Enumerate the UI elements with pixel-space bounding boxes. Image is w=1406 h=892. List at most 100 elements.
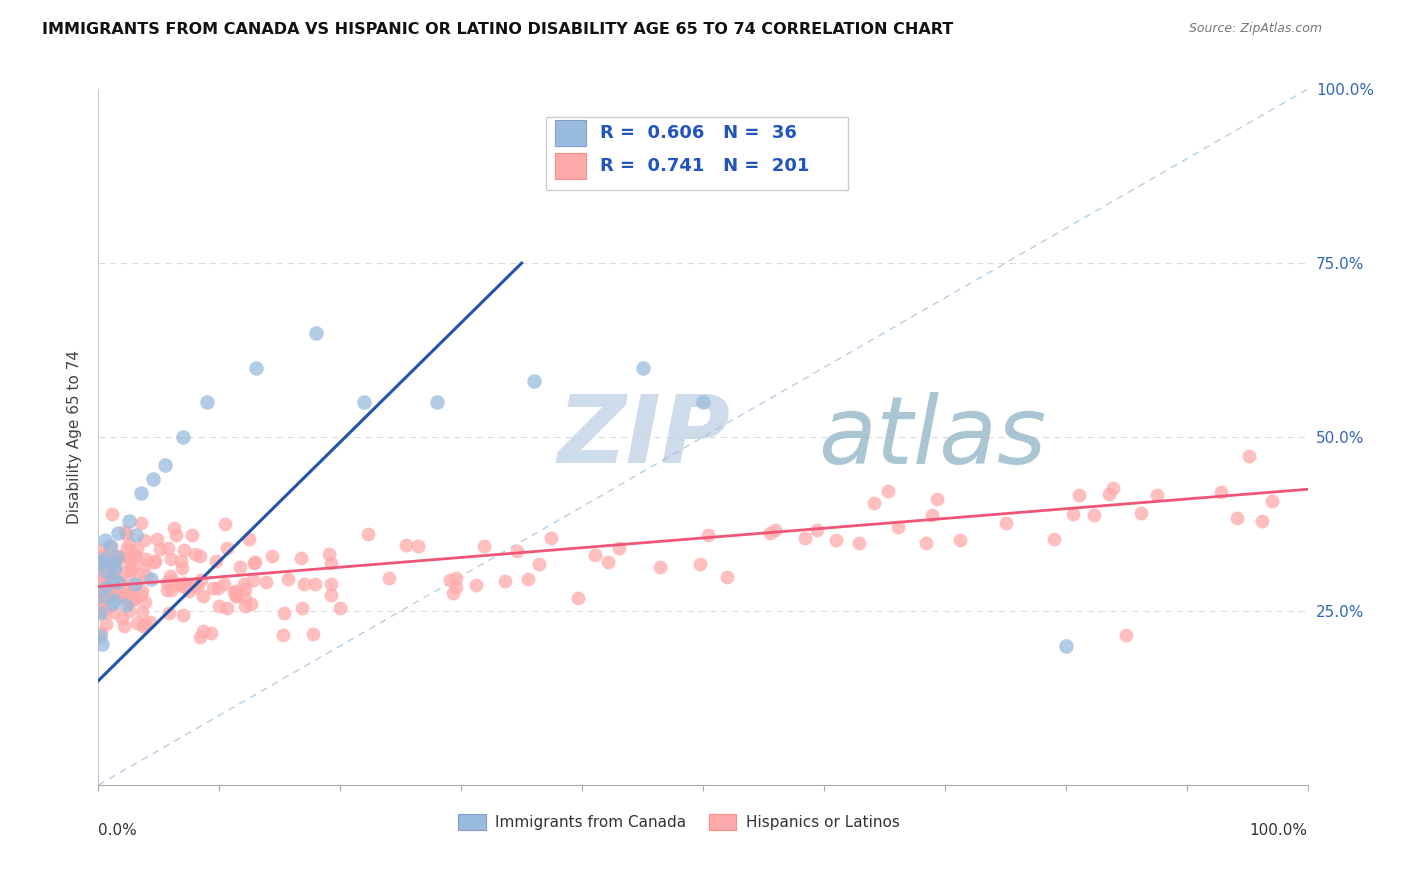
- Point: [100, 540, 122, 554]
- Point: [596, 555, 619, 569]
- Point: [139, 615, 162, 630]
- Point: [254, 575, 277, 590]
- Point: [321, 577, 343, 591]
- Point: [100, 585, 122, 599]
- Point: [321, 556, 343, 570]
- Point: [291, 601, 314, 615]
- Point: [214, 516, 236, 531]
- Point: [90, 566, 112, 580]
- Point: [305, 326, 328, 340]
- Point: [107, 526, 129, 541]
- Point: [225, 589, 247, 603]
- Point: [143, 554, 166, 568]
- Point: [146, 532, 169, 546]
- Point: [214, 577, 236, 591]
- Text: R =  0.741   N =  201: R = 0.741 N = 201: [600, 157, 810, 175]
- Point: [162, 573, 184, 587]
- Point: [127, 566, 149, 581]
- Point: [89, 555, 111, 569]
- Point: [1251, 514, 1274, 528]
- Point: [523, 375, 546, 389]
- Point: [134, 558, 156, 573]
- Text: R =  0.606   N =  36: R = 0.606 N = 36: [600, 124, 797, 142]
- Point: [104, 549, 127, 564]
- Point: [117, 571, 139, 585]
- Point: [114, 564, 136, 578]
- Point: [170, 579, 193, 593]
- Point: [1237, 449, 1260, 463]
- Point: [205, 554, 228, 568]
- Point: [225, 589, 247, 603]
- Point: [131, 588, 153, 602]
- Y-axis label: Disability Age 65 to 74: Disability Age 65 to 74: [67, 350, 83, 524]
- Point: [165, 527, 187, 541]
- Point: [506, 544, 529, 558]
- Point: [90, 555, 112, 569]
- Point: [108, 588, 131, 602]
- Point: [697, 528, 720, 542]
- Point: [921, 508, 943, 523]
- Point: [120, 553, 142, 567]
- Point: [190, 573, 212, 587]
- Point: [94, 590, 117, 604]
- Point: [167, 577, 190, 591]
- FancyBboxPatch shape: [555, 153, 586, 179]
- Point: [225, 584, 247, 599]
- Point: [91, 637, 114, 651]
- Point: [94, 533, 117, 547]
- Point: [607, 541, 630, 555]
- Point: [94, 564, 117, 578]
- Point: [159, 569, 181, 583]
- Point: [302, 627, 325, 641]
- Point: [238, 532, 260, 546]
- Point: [191, 590, 214, 604]
- Point: [472, 539, 495, 553]
- Point: [377, 571, 399, 585]
- Point: [233, 591, 256, 606]
- Point: [208, 599, 231, 613]
- Text: Source: ZipAtlas.com: Source: ZipAtlas.com: [1188, 22, 1322, 36]
- Point: [108, 550, 131, 565]
- Text: 0.0%: 0.0%: [98, 823, 138, 838]
- Point: [1226, 511, 1249, 525]
- Point: [631, 360, 654, 375]
- Point: [121, 582, 143, 597]
- Point: [273, 606, 295, 620]
- Text: IMMIGRANTS FROM CANADA VS HISPANIC OR LATINO DISABILITY AGE 65 TO 74 CORRELATION: IMMIGRANTS FROM CANADA VS HISPANIC OR LA…: [42, 22, 953, 37]
- Point: [172, 430, 194, 444]
- Point: [131, 516, 153, 531]
- FancyBboxPatch shape: [555, 120, 586, 146]
- Point: [101, 559, 124, 574]
- Point: [170, 561, 193, 575]
- Point: [439, 573, 461, 587]
- Point: [188, 630, 211, 644]
- Point: [142, 472, 165, 486]
- Text: 100.0%: 100.0%: [1250, 823, 1308, 838]
- Point: [444, 571, 467, 585]
- Point: [118, 603, 141, 617]
- Point: [108, 549, 131, 563]
- Point: [94, 583, 117, 598]
- Point: [100, 580, 122, 594]
- Point: [117, 541, 139, 555]
- Point: [124, 550, 146, 565]
- Point: [172, 608, 194, 623]
- Point: [94, 572, 117, 586]
- Point: [304, 577, 326, 591]
- Point: [104, 574, 127, 589]
- Point: [689, 558, 711, 572]
- Point: [222, 585, 245, 599]
- Point: [233, 577, 256, 591]
- Point: [120, 563, 142, 577]
- Point: [271, 628, 294, 642]
- Point: [444, 581, 467, 595]
- Point: [170, 554, 193, 568]
- Point: [93, 605, 115, 619]
- Point: [124, 576, 146, 591]
- Point: [97, 588, 120, 602]
- Point: [517, 573, 540, 587]
- Point: [111, 610, 134, 624]
- Point: [763, 524, 786, 538]
- Point: [262, 549, 284, 563]
- Point: [115, 598, 138, 612]
